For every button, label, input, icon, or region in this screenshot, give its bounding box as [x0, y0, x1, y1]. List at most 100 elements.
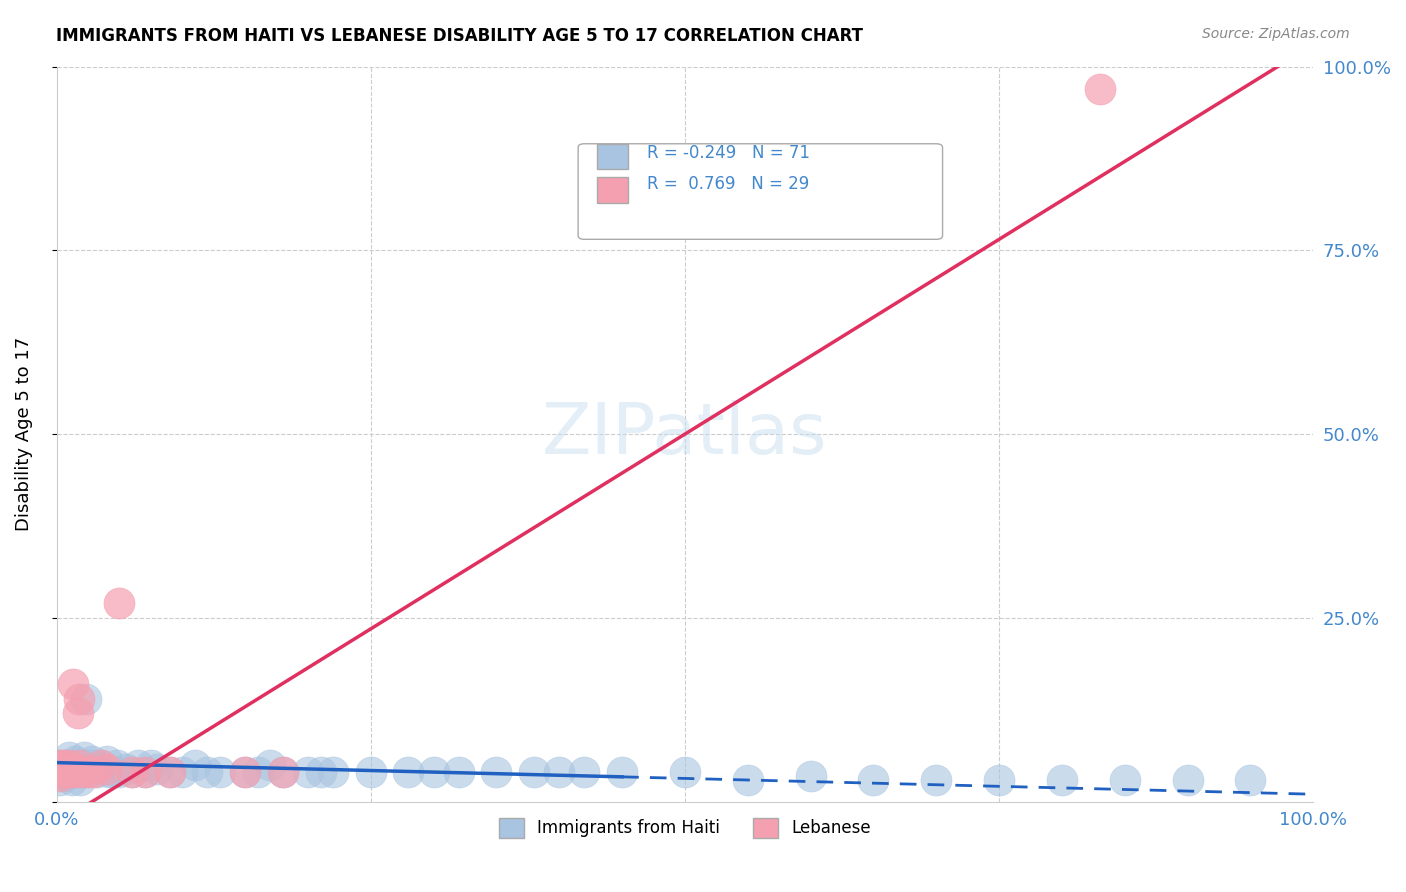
Point — [184, 757, 207, 772]
Point — [1050, 772, 1073, 787]
Point — [77, 765, 100, 780]
Point — [55, 762, 77, 776]
FancyBboxPatch shape — [578, 144, 942, 239]
Legend: Immigrants from Haiti, Lebanese: Immigrants from Haiti, Lebanese — [492, 811, 877, 845]
Point — [1088, 81, 1111, 95]
Point — [134, 765, 156, 780]
Point — [49, 769, 72, 783]
Point — [93, 762, 115, 776]
Point — [574, 765, 596, 780]
Point — [108, 765, 131, 780]
Point — [246, 765, 269, 780]
Point — [62, 677, 84, 691]
Text: ZIPatlas: ZIPatlas — [543, 400, 828, 468]
Point — [52, 765, 75, 780]
Point — [70, 757, 93, 772]
Point — [114, 762, 136, 776]
Point — [360, 765, 382, 780]
Point — [53, 757, 76, 772]
Point — [83, 765, 105, 780]
FancyBboxPatch shape — [598, 144, 628, 169]
Point — [52, 762, 75, 776]
Point — [51, 765, 73, 780]
Point — [233, 765, 256, 780]
Point — [1239, 772, 1261, 787]
Text: Source: ZipAtlas.com: Source: ZipAtlas.com — [1202, 27, 1350, 41]
Point — [80, 754, 103, 768]
Point — [75, 691, 97, 706]
Point — [925, 772, 948, 787]
Point — [55, 769, 77, 783]
Point — [1177, 772, 1199, 787]
Point — [127, 757, 149, 772]
Point — [65, 765, 87, 780]
Point — [96, 754, 118, 768]
FancyBboxPatch shape — [598, 177, 628, 202]
Point — [69, 757, 91, 772]
Point — [172, 765, 194, 780]
Point — [67, 691, 90, 706]
Point — [79, 765, 101, 780]
Point — [105, 757, 128, 772]
Point — [67, 762, 90, 776]
Point — [70, 765, 93, 780]
Point — [271, 765, 294, 780]
Point — [159, 765, 181, 780]
Text: IMMIGRANTS FROM HAITI VS LEBANESE DISABILITY AGE 5 TO 17 CORRELATION CHART: IMMIGRANTS FROM HAITI VS LEBANESE DISABI… — [56, 27, 863, 45]
Point — [146, 762, 169, 776]
Point — [98, 765, 121, 780]
Y-axis label: Disability Age 5 to 17: Disability Age 5 to 17 — [15, 337, 32, 532]
Point — [69, 772, 91, 787]
Point — [398, 765, 420, 780]
Point — [208, 765, 231, 780]
Point — [422, 765, 444, 780]
Point — [447, 765, 470, 780]
Point — [77, 757, 100, 772]
Point — [66, 757, 89, 772]
Point — [53, 757, 76, 772]
Point — [121, 765, 143, 780]
Point — [90, 757, 112, 772]
Point — [55, 765, 77, 780]
Point — [737, 772, 759, 787]
Point — [108, 596, 131, 610]
Point — [1114, 772, 1136, 787]
Point — [58, 757, 80, 772]
Point — [548, 765, 571, 780]
Point — [72, 765, 94, 780]
Point — [48, 757, 70, 772]
Point — [271, 765, 294, 780]
Point — [523, 765, 546, 780]
Point — [58, 750, 80, 764]
Point — [309, 765, 332, 780]
Point — [46, 765, 69, 780]
Point — [46, 765, 69, 780]
Point — [610, 765, 633, 780]
Point — [49, 772, 72, 787]
Point — [862, 772, 884, 787]
Point — [96, 762, 118, 776]
Point — [322, 765, 344, 780]
Point — [800, 769, 823, 783]
Point — [48, 757, 70, 772]
Point — [297, 765, 319, 780]
Point — [197, 765, 219, 780]
Point — [90, 757, 112, 772]
Point — [65, 754, 87, 768]
Point — [60, 765, 83, 780]
Point — [66, 765, 89, 780]
Point — [73, 750, 96, 764]
Point — [988, 772, 1011, 787]
Point — [86, 765, 108, 780]
Point — [159, 765, 181, 780]
Point — [139, 757, 162, 772]
Point — [60, 772, 83, 787]
Point — [83, 757, 105, 772]
Point — [66, 762, 89, 776]
Point — [56, 757, 79, 772]
Point — [56, 765, 79, 780]
Point — [55, 762, 77, 776]
Point — [673, 765, 696, 780]
Point — [485, 765, 508, 780]
Point — [101, 765, 124, 780]
